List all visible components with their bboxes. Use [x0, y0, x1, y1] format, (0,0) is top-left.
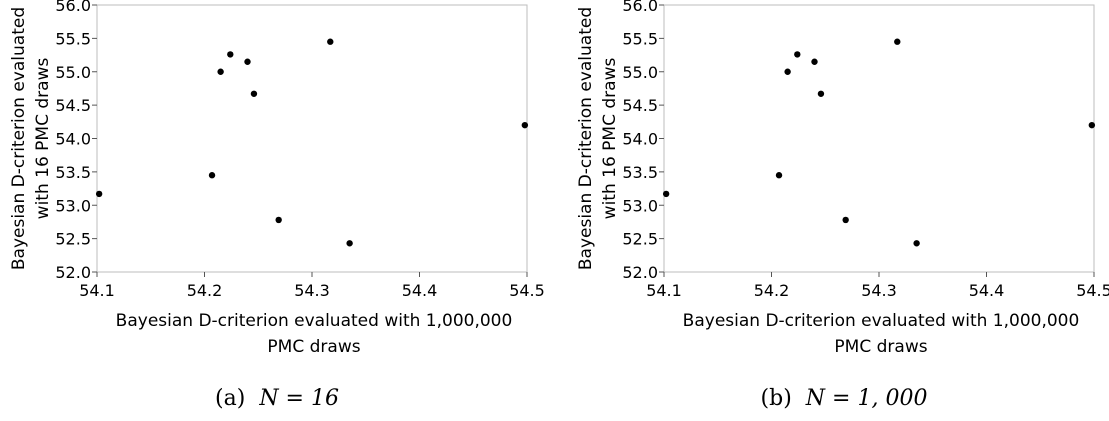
y-axis-label-line: Bayesian D-criterion evaluated — [576, 7, 596, 270]
data-point — [894, 38, 901, 45]
caption-b: (b) N = 1, 000 — [567, 386, 1109, 411]
x-tick-label: 54.1 — [646, 281, 682, 300]
x-axis-label-line: PMC draws — [834, 337, 927, 357]
caption-b-math: N = 1, 000 — [805, 386, 928, 411]
y-tick-label: 54.0 — [55, 130, 91, 149]
x-tick-label: 54.5 — [1076, 281, 1109, 300]
y-tick-label: 54.5 — [55, 96, 91, 115]
data-point — [227, 51, 234, 58]
data-point — [842, 216, 849, 224]
y-tick-label: 54.0 — [622, 130, 658, 149]
scatter-panel-b: 52.0 52.5 53.0 53.5 54.0 54.5 55.0 55.5 56.0 54.1… — [567, 0, 1109, 421]
x-tick-label: 54.1 — [79, 281, 115, 300]
y-tick-label: 55.5 — [55, 29, 91, 48]
y-tick-label: 56.0 — [55, 0, 91, 15]
x-tick-label: 54.4 — [969, 281, 1005, 300]
x-tick-label: 54.2 — [187, 281, 223, 300]
y-tick-label: 55.0 — [622, 63, 658, 82]
x-axis-label-line: Bayesian D-criterion evaluated with 1,00… — [683, 311, 1080, 331]
data-point — [784, 68, 791, 75]
data-point — [662, 190, 670, 198]
x-tick-label: 54.3 — [861, 281, 897, 300]
scatter-chart-b: 52.0 52.5 53.0 53.5 54.0 54.5 55.0 55.5 56.0 54.1… — [576, 0, 1109, 357]
x-tick-label: 54.3 — [294, 281, 330, 300]
y-tick-label: 53.0 — [55, 196, 91, 215]
y-axis-label-line: Bayesian D-criterion evaluated — [9, 7, 29, 270]
plot-frame — [663, 4, 1095, 273]
y-tick-label: 52.5 — [55, 230, 91, 249]
data-point — [327, 38, 334, 45]
data-point — [244, 58, 251, 65]
data-point — [811, 58, 818, 65]
scatter-panel-a: 52.0 52.5 53.0 53.5 54.0 54.5 55.0 55.5 56.0 54.1… — [0, 0, 554, 421]
caption-a-math: N = 16 — [259, 386, 339, 411]
x-axis-label-line: Bayesian D-criterion evaluated with 1,00… — [116, 311, 513, 331]
y-tick-label: 55.5 — [622, 29, 658, 48]
scatter-chart-a: 52.0 52.5 53.0 53.5 54.0 54.5 55.0 55.5 56.0 54.1… — [9, 0, 545, 357]
x-tick-label: 54.2 — [754, 281, 790, 300]
y-tick-label: 52.0 — [55, 263, 91, 282]
y-tick-label: 53.5 — [55, 163, 91, 182]
caption-b-label: (b) — [760, 386, 792, 411]
y-axis-label-line: with 16 PMC draws — [33, 58, 53, 220]
caption-a-label: (a) — [215, 386, 246, 411]
x-axis-label-line: PMC draws — [267, 337, 360, 357]
data-point — [275, 216, 282, 224]
data-point — [250, 90, 258, 97]
y-tick-label: 53.5 — [622, 163, 658, 182]
y-tick-label: 55.0 — [55, 63, 91, 82]
data-point — [913, 240, 920, 247]
y-tick-label: 53.0 — [622, 196, 658, 215]
y-axis-label-line: with 16 PMC draws — [600, 58, 620, 220]
caption-a: (a) N = 16 — [0, 386, 554, 411]
data-point — [208, 172, 216, 179]
y-tick-label: 56.0 — [622, 0, 658, 15]
data-point — [217, 68, 224, 75]
data-point — [1088, 121, 1096, 129]
data-point — [775, 172, 783, 179]
data-point — [817, 90, 825, 97]
y-tick-label: 54.5 — [622, 96, 658, 115]
plot-frame — [96, 4, 528, 273]
data-point — [346, 240, 353, 247]
x-tick-label: 54.5 — [509, 281, 545, 300]
x-tick-label: 54.4 — [402, 281, 438, 300]
data-point — [521, 121, 529, 129]
y-tick-label: 52.5 — [622, 230, 658, 249]
data-point — [794, 51, 801, 58]
data-point — [95, 190, 103, 198]
y-tick-label: 52.0 — [622, 263, 658, 282]
